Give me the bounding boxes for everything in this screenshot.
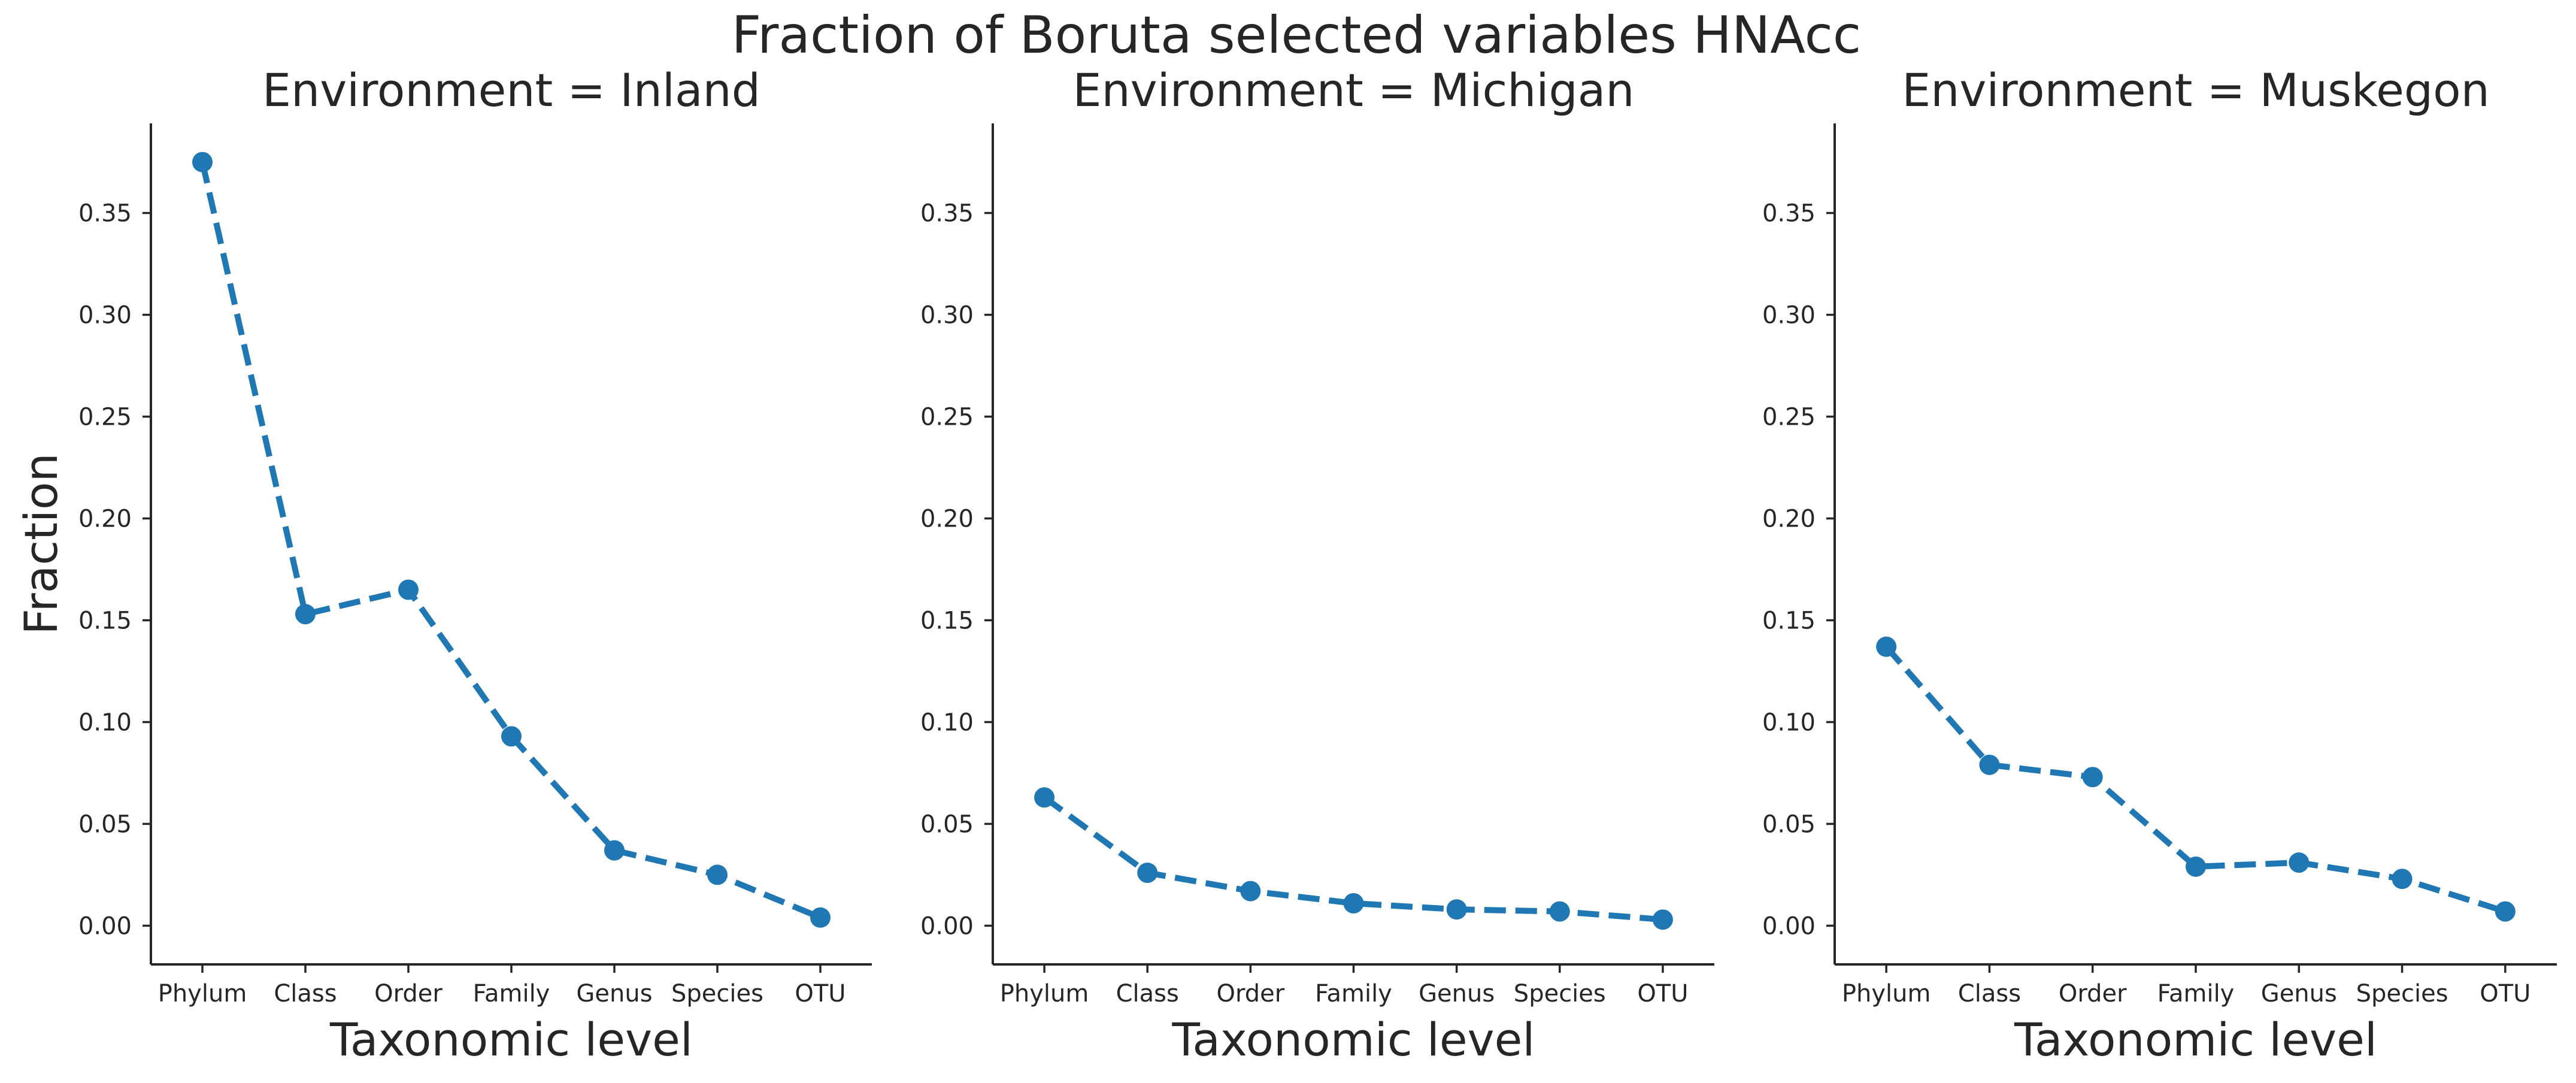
x-tick-label: Order	[2059, 980, 2127, 1008]
y-tick-label: 0.15	[1762, 607, 1816, 634]
panel-3: Environment = Muskegon 0.00 0.05 0.10 0.15 0.…	[1762, 63, 2557, 1066]
y-tick-label: 0.00	[1762, 912, 1816, 940]
data-point-genus	[1446, 899, 1467, 920]
x-tick-label: OTU	[795, 980, 845, 1008]
y-tick-label: 0.20	[78, 506, 132, 533]
data-point-class	[1137, 863, 1158, 884]
figure-suptitle: Fraction of Boruta selected variables HN…	[732, 5, 1861, 65]
panel-1: Environment = Inland 0.00 0.05 0.10 0.15 0.20…	[14, 63, 872, 1066]
panel-2: Environment = Michigan 0.00 0.05 0.10 0.15 0.…	[920, 63, 1714, 1066]
y-tick-label: 0.35	[920, 200, 974, 228]
x-tick-label: Genus	[1419, 980, 1495, 1008]
data-point-genus	[2289, 852, 2310, 873]
panel-title: Environment = Muskegon	[1902, 63, 2490, 117]
data-point-order	[2082, 767, 2103, 788]
data-point-otu	[2495, 901, 2516, 922]
x-tick-label: Family	[2157, 980, 2235, 1008]
x-axis-label: Taxonomic level	[1171, 1013, 1535, 1066]
x-tick-label: Phylum	[1000, 980, 1089, 1008]
data-point-species	[2392, 869, 2413, 890]
data-point-class	[1979, 754, 2000, 775]
y-tick-label: 0.10	[920, 709, 974, 736]
y-tick-label: 0.05	[1762, 810, 1816, 838]
data-point-phylum	[1034, 787, 1055, 808]
data-point-phylum	[192, 152, 213, 173]
data-point-otu	[1652, 909, 1673, 930]
x-tick-label: Genus	[576, 980, 652, 1008]
y-tick-label: 0.25	[1762, 404, 1816, 431]
panel-title: Environment = Inland	[262, 63, 760, 117]
x-tick-label: OTU	[2480, 980, 2530, 1008]
x-tick-label: Species	[671, 980, 763, 1008]
x-tick-label: Species	[1514, 980, 1606, 1008]
x-tick-label: Order	[374, 980, 443, 1008]
series-line	[199, 161, 822, 921]
y-tick-label: 0.10	[1762, 709, 1816, 736]
x-tick-label: Family	[1315, 980, 1392, 1008]
y-tick-label: 0.20	[1762, 506, 1816, 533]
x-tick-label: Class	[1116, 980, 1179, 1008]
y-axis-label: Fraction	[14, 453, 68, 634]
x-axis-label: Taxonomic level	[2014, 1013, 2377, 1066]
y-tick-label: 0.00	[78, 912, 132, 940]
x-tick-label: Phylum	[1842, 980, 1931, 1008]
x-tick-label: Phylum	[158, 980, 247, 1008]
data-point-species	[1549, 901, 1570, 922]
y-tick-label: 0.30	[1762, 302, 1816, 329]
facet-panels: Environment = Inland 0.00 0.05 0.10 0.15 0.20…	[14, 63, 2557, 1066]
data-point-family	[1343, 893, 1364, 914]
x-tick-label: Family	[473, 980, 550, 1008]
y-tick-label: 0.20	[920, 506, 974, 533]
y-tick-label: 0.25	[78, 404, 132, 431]
y-tick-label: 0.35	[1762, 200, 1816, 228]
data-point-genus	[604, 840, 625, 861]
y-tick-label: 0.00	[920, 912, 974, 940]
y-tick-label: 0.05	[920, 810, 974, 838]
data-point-otu	[810, 907, 831, 928]
x-tick-label: Class	[1958, 980, 2021, 1008]
y-tick-label: 0.05	[78, 810, 132, 838]
data-point-phylum	[1876, 636, 1897, 657]
y-tick-label: 0.35	[78, 200, 132, 228]
x-tick-label: Species	[2356, 980, 2448, 1008]
data-point-order	[1240, 881, 1261, 902]
x-tick-label: Genus	[2261, 980, 2337, 1008]
x-tick-label: OTU	[1637, 980, 1688, 1008]
y-tick-label: 0.25	[920, 404, 974, 431]
data-point-order	[398, 579, 419, 600]
y-tick-label: 0.15	[78, 607, 132, 634]
data-point-species	[707, 864, 728, 885]
panel-title: Environment = Michigan	[1072, 63, 1634, 117]
x-tick-label: Class	[274, 980, 337, 1008]
y-tick-label: 0.30	[78, 302, 132, 329]
y-tick-label: 0.10	[78, 709, 132, 736]
y-tick-label: 0.30	[920, 302, 974, 329]
data-point-class	[295, 604, 316, 625]
x-axis-label: Taxonomic level	[329, 1013, 693, 1066]
y-tick-label: 0.15	[920, 607, 974, 634]
data-point-family	[2186, 856, 2206, 877]
x-tick-label: Order	[1217, 980, 1285, 1008]
data-point-family	[501, 726, 522, 747]
